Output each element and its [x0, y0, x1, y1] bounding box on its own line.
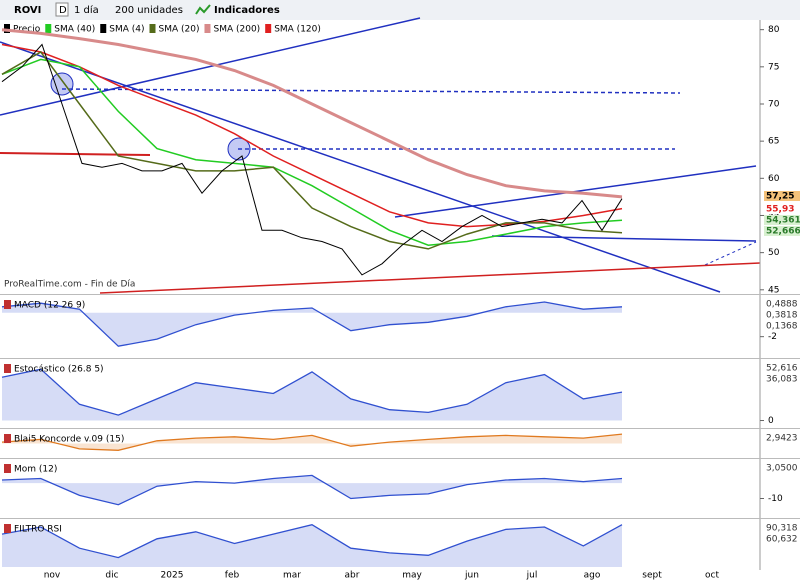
indicator-line — [1, 474, 623, 506]
panel-icon — [4, 364, 11, 373]
price-line — [1, 43, 623, 276]
x-tick-label: 2025 — [161, 571, 184, 581]
readout-box — [764, 191, 800, 201]
trend-line — [0, 17, 421, 116]
panel-icon — [4, 464, 11, 473]
price-panel — [0, 20, 760, 295]
indicator-readout: 0,4888 — [766, 300, 798, 310]
x-tick-label: nov — [44, 571, 61, 581]
y-tick-label: -2 — [768, 332, 777, 342]
indicator-readout: 36,083 — [766, 375, 798, 385]
trend-line — [0, 41, 721, 293]
legend-swatch — [100, 24, 107, 33]
panel-label: Estocástico (26.8 5) — [14, 365, 104, 375]
y-tick-label: 65 — [768, 137, 779, 147]
x-tick-label: mar — [283, 571, 301, 581]
indicator-readout: 3,0500 — [766, 464, 798, 474]
readout-box — [764, 215, 800, 225]
trend-line — [491, 235, 757, 242]
y-tick-label: 60 — [768, 174, 780, 184]
symbol[interactable]: ROVI — [14, 5, 41, 16]
x-tick-label: feb — [225, 571, 240, 581]
panel-label: Blai5 Koncorde v.09 (15) — [14, 435, 124, 445]
watermark: ProRealTime.com - Fin de Día — [4, 280, 135, 290]
y-tick-label: 50 — [768, 248, 780, 258]
legend-label: SMA (20) — [159, 25, 200, 35]
legend-label: SMA (40) — [54, 25, 95, 35]
indicator-area — [2, 524, 622, 567]
legend-swatch — [4, 24, 10, 33]
indicator-line — [1, 368, 623, 416]
indicator-readout: 0,3818 — [766, 311, 798, 321]
x-tick-label: dic — [105, 571, 118, 581]
toolbar — [0, 0, 800, 20]
panel-label: MACD (12 26 9) — [14, 301, 85, 311]
x-tick-label: oct — [705, 571, 719, 581]
indicator-area — [2, 369, 622, 421]
indicators-icon[interactable] — [195, 4, 211, 15]
panel-icon — [4, 524, 11, 533]
legend-label: SMA (120) — [274, 25, 321, 35]
x-tick-label: jul — [526, 571, 538, 581]
x-tick-label: jun — [464, 571, 479, 581]
price-readout: 54,361 — [766, 216, 800, 226]
y-tick-label: -10 — [768, 494, 783, 504]
price-readout: 52,666 — [766, 227, 800, 237]
indicator-area — [2, 434, 622, 451]
panel-icon — [4, 300, 11, 309]
highlight-circle — [227, 137, 251, 161]
indicator-readout: 2,9423 — [766, 434, 798, 444]
legend-label: SMA (4) — [109, 25, 144, 35]
support-line — [99, 262, 761, 294]
indicator-readout: 90,318 — [766, 524, 798, 534]
highlight-circle — [50, 72, 74, 96]
level-line — [0, 152, 151, 156]
readout-box — [764, 204, 800, 214]
sma-line — [1, 28, 623, 199]
indicator-line — [1, 301, 623, 347]
y-tick-label: 45 — [768, 285, 779, 295]
legend-label: SMA (200) — [213, 25, 260, 35]
panel-icon — [4, 434, 11, 443]
indicator-readout: 60,632 — [766, 535, 798, 545]
indicators-button[interactable]: Indicadores — [214, 5, 280, 16]
x-tick-label: abr — [345, 571, 360, 581]
period-icon-box[interactable] — [55, 2, 69, 17]
indicator-line — [1, 524, 623, 559]
y-tick-label: 75 — [768, 62, 779, 72]
legend-swatch — [149, 24, 156, 33]
x-tick-label: ago — [584, 571, 601, 581]
legend-swatch — [265, 24, 272, 33]
sma-line — [1, 58, 623, 246]
y-tick-label: 70 — [768, 99, 780, 109]
units[interactable]: 200 unidades — [115, 5, 183, 16]
annotations — [0, 17, 761, 294]
indicator-readout: 0,1368 — [766, 322, 798, 332]
legend-swatch — [45, 24, 52, 33]
y-tick-label: 80 — [768, 25, 780, 35]
indicator-area — [2, 475, 622, 505]
sma-line — [1, 51, 623, 250]
panel-label: FILTRO RSI — [14, 525, 62, 535]
price-readout: 55,93 — [766, 205, 794, 215]
legend-label: Precio — [13, 25, 41, 35]
readout-box — [764, 226, 800, 236]
legend-swatch — [204, 24, 211, 33]
price-readout: 57,25 — [766, 192, 794, 202]
y-tick-label: 0 — [768, 416, 774, 426]
x-tick-label: may — [402, 571, 422, 581]
level-line — [61, 88, 681, 94]
panel-label: Mom (12) — [14, 465, 57, 475]
period[interactable]: 1 día — [74, 4, 99, 16]
indicator-area — [2, 302, 622, 347]
x-tick-label: sept — [642, 571, 662, 581]
indicator-readout: 52,616 — [766, 364, 798, 374]
period-icon[interactable]: D — [59, 5, 67, 16]
indicator-line — [1, 433, 623, 451]
